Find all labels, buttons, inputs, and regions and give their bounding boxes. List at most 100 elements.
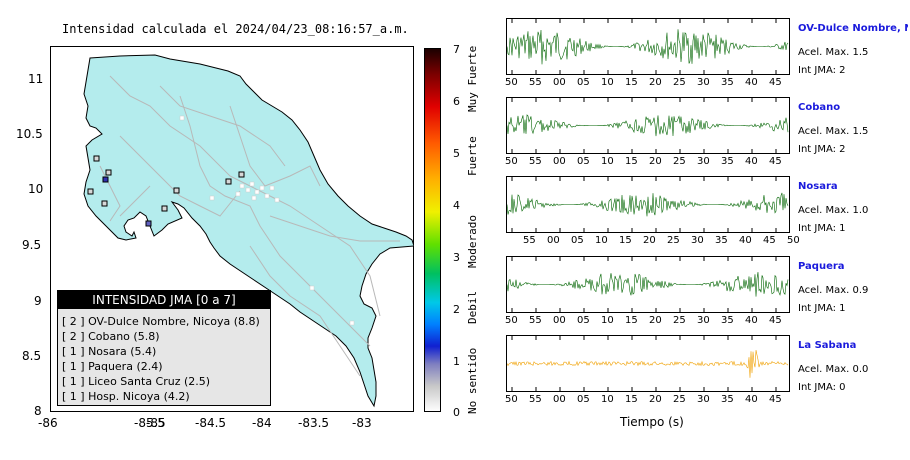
scale-tick: 6 [453,95,460,108]
station-accel: Acel. Max. 1.0 [798,205,869,216]
scale-tick: 1 [453,355,460,368]
waveform-tick: 55 [529,156,542,167]
waveform-tick: 25 [673,315,686,326]
waveform-tick: 05 [577,156,590,167]
waveform-tick: 50 [505,394,518,405]
waveform-tick: 55 [529,315,542,326]
waveform-tick: 30 [697,394,710,405]
waveform-tick: 40 [745,77,758,88]
waveform-tick: 45 [769,156,782,167]
waveform-tick: 10 [601,77,614,88]
waveform-tick: 50 [505,77,518,88]
station-marker [225,178,232,185]
scale-label-fuerte: Fuerte [466,136,479,176]
legend-item: [ 1 ] Liceo Santa Cruz (2.5) [62,375,211,388]
station-marker [93,155,100,162]
legend-item: [ 1 ] Paquera (2.4) [62,360,163,373]
scale-label-muy-fuerte: Muy Fuerte [466,45,479,112]
x-tick: -84 [252,416,272,430]
waveform-tick: 05 [577,77,590,88]
scale-label-no-sentido: No sentido [466,347,479,414]
waveform-plot [506,256,790,313]
legend-header: INTENSIDAD JMA [0 a 7] [58,291,270,309]
waveform-tick: 55 [529,394,542,405]
y-tick: 11 [28,72,44,86]
waveform-tick: 15 [625,156,638,167]
waveform-tick: 35 [721,315,734,326]
scale-tick: 5 [453,147,460,160]
waveform-tick: 35 [721,156,734,167]
station-name: Nosara [798,181,838,192]
waveform-tick: 35 [715,235,728,246]
legend-item: [ 1 ] Hosp. Nicoya (4.2) [62,390,190,403]
station-name: La Sabana [798,340,857,351]
station-marker [87,188,94,195]
x-tick: -85.5 [134,416,166,430]
station-name: Paquera [798,261,845,272]
waveform-tick: 15 [625,77,638,88]
intensity-legend: INTENSIDAD JMA [0 a 7] [ 2 ] OV-Dulce No… [57,290,271,406]
waveform-tick: 00 [553,156,566,167]
waveform-tick: 40 [739,235,752,246]
station-intensity: Int JMA: 1 [798,303,846,314]
map-x-axis: -86 -85.5 -85 -84.5 -84 -83.5 -83 [0,416,420,432]
y-tick: 9.5 [22,238,42,252]
waveform-tick: 40 [745,394,758,405]
waveform-tick: 15 [625,315,638,326]
waveform-tick: 00 [553,394,566,405]
waveform-tick: 55 [523,235,536,246]
legend-item: [ 2 ] Cobano (5.8) [62,330,160,343]
scale-label-debil: Debil [466,290,479,324]
waveform-tick: 00 [547,235,560,246]
y-tick: 9 [34,294,42,308]
scale-tick: 7 [453,43,460,56]
station-intensity: Int JMA: 0 [798,382,846,393]
waveform-tick: 10 [601,315,614,326]
waveform-tick: 20 [649,315,662,326]
waveform-tick: 30 [691,235,704,246]
x-tick: -83.5 [298,416,330,430]
waveform-tick: 20 [649,394,662,405]
station-name: Cobano [798,102,841,113]
scale-tick: 3 [453,251,460,264]
station-marker [102,176,109,183]
y-tick: 10.5 [16,127,43,141]
station-marker [101,200,108,207]
x-tick: -85 [146,416,166,430]
waveform-tick: 05 [571,235,584,246]
waveform-tick: 25 [673,156,686,167]
waveform-tick: 30 [697,156,710,167]
intensity-color-scale [424,48,441,412]
waveform-tick: 10 [595,235,608,246]
waveform-tick: 00 [553,77,566,88]
station-accel: Acel. Max. 1.5 [798,47,869,58]
waveform-tick: 25 [667,235,680,246]
waveform-trace [506,177,789,232]
station-marker [173,187,180,194]
station-marker [161,205,168,212]
scale-tick: 0 [453,406,460,419]
waveform-trace [506,336,789,391]
waveform-tick: 45 [763,235,776,246]
waveform-tick: 30 [697,315,710,326]
station-intensity: Int JMA: 2 [798,144,846,155]
scale-tick: 2 [453,303,460,316]
waveform-plot [506,176,790,233]
x-tick: -83 [352,416,372,430]
y-tick: 8.5 [22,349,42,363]
waveform-tick: 20 [643,235,656,246]
city-markers [179,115,355,326]
waveform-tick: 15 [625,394,638,405]
waveform-tick: 05 [577,315,590,326]
waveform-tick: 50 [505,156,518,167]
waveform-trace [506,19,789,74]
station-accel: Acel. Max. 1.5 [798,126,869,137]
x-tick: -84.5 [195,416,227,430]
station-accel: Acel. Max. 0.9 [798,285,869,296]
waveform-tick: 25 [673,394,686,405]
legend-item: [ 2 ] OV-Dulce Nombre, Nicoya (8.8) [62,315,260,328]
waveform-trace [506,98,789,153]
station-markers [87,155,245,227]
station-intensity: Int JMA: 1 [798,223,846,234]
road-network [99,75,400,377]
